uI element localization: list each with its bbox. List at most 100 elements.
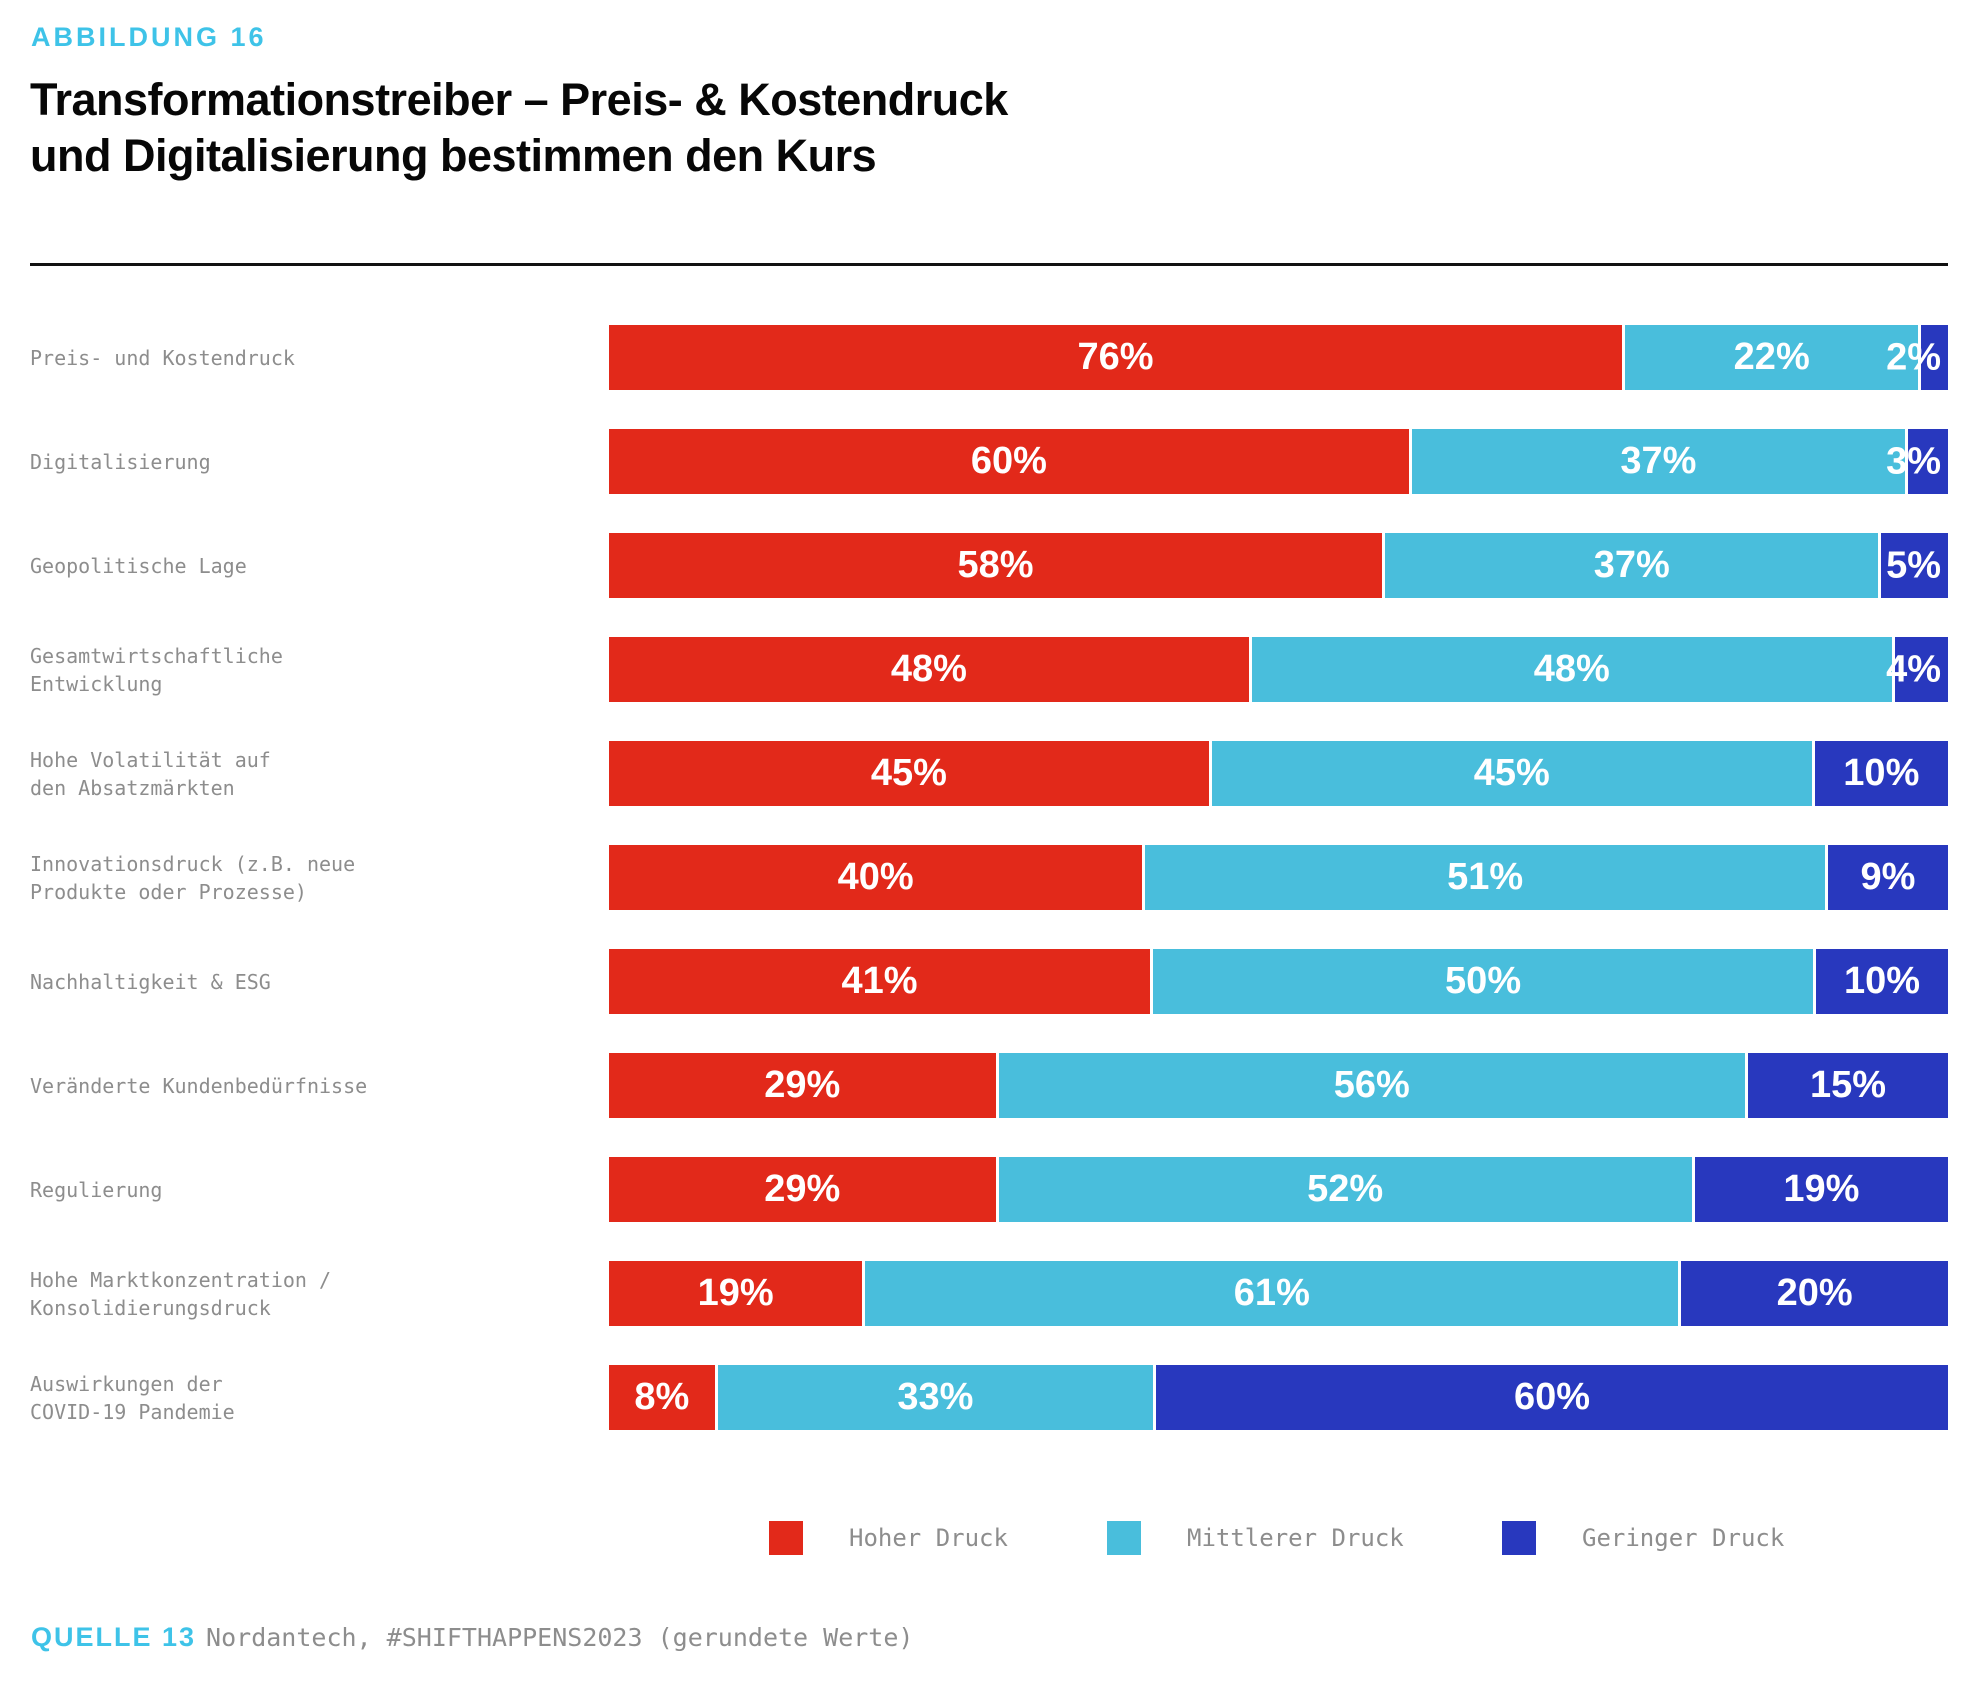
category-label: Gesamtwirtschaftliche Entwicklung (30, 643, 283, 696)
stacked-bar: 8% 33% 60% (609, 1365, 1948, 1430)
bar-segment-hoher-druck: 29% (609, 1053, 996, 1118)
value-label: 22% (1733, 336, 1810, 378)
stacked-bar: 76% 22% 2% (609, 325, 1948, 390)
bar-segment-geringer-druck: 3% (1886, 429, 1948, 494)
bar-segment-geringer-druck: 2% (1886, 325, 1948, 390)
value-label: 48% (890, 648, 967, 690)
bar-segment-mittlerer-druck: 50% (1153, 949, 1814, 1014)
figure-tag: ABBILDUNG 16 (31, 22, 267, 52)
value-label: 40% (837, 856, 914, 898)
value-label: 52% (1307, 1168, 1384, 1210)
value-label: 76% (1077, 336, 1154, 378)
chart-row: Geopolitische Lage 58% 37% 5% (30, 533, 1948, 598)
value-label: 15% (1809, 1064, 1887, 1106)
category-label: Geopolitische Lage (30, 553, 247, 578)
geringer-druck-swatch-icon (1502, 1521, 1536, 1555)
chart-row: Nachhaltigkeit & ESG 41% 50% 10% (30, 949, 1949, 1014)
stacked-bar: 41% 50% 10% (609, 949, 1949, 1014)
bar-segment-geringer-druck: 5% (1881, 533, 1948, 598)
stacked-bar: 29% 56% 15% (609, 1053, 1948, 1118)
bar-segment-geringer-druck: 20% (1681, 1261, 1948, 1326)
stacked-bar: 45% 45% 10% (609, 741, 1948, 806)
chart-row: Preis- und Kostendruck 76% 22% 2% (30, 325, 1948, 390)
category-label: Nachhaltigkeit & ESG (30, 969, 271, 994)
bar-segment-mittlerer-druck: 61% (865, 1261, 1679, 1326)
chart-row: Innovationsdruck (z.B. neue Produkte ode… (30, 845, 1948, 910)
value-label: 10% (1843, 752, 1920, 794)
stacked-bar: 19% 61% 20% (609, 1261, 1948, 1326)
bar-segment-hoher-druck: 60% (609, 429, 1409, 494)
bar-segment-mittlerer-druck: 45% (1211, 741, 1812, 806)
legend-label: Mittlerer Druck (1187, 1524, 1404, 1552)
value-label: 4% (1886, 648, 1941, 690)
bar-segment-hoher-druck: 19% (609, 1261, 863, 1326)
chart-row: Digitalisierung 60% 37% 3% (30, 429, 1948, 494)
value-label: 60% (1514, 1376, 1591, 1418)
value-label: 60% (970, 440, 1047, 482)
category-label: Innovationsdruck (z.B. neue Produkte ode… (30, 851, 356, 904)
category-label: Hohe Marktkonzentration / Konsolidierung… (30, 1267, 332, 1320)
stacked-bar: 40% 51% 9% (609, 845, 1948, 910)
divider-rule (30, 263, 1948, 266)
source-text: Nordantech, #SHIFTHAPPENS2023 (gerundete… (206, 1623, 914, 1652)
value-label: 29% (764, 1064, 841, 1106)
bar-segment-hoher-druck: 48% (609, 637, 1249, 702)
chart-row: Auswirkungen der COVID-19 Pandemie 8% 33… (30, 1365, 1948, 1430)
value-label: 58% (957, 544, 1034, 586)
value-label: 5% (1886, 544, 1941, 586)
chart-row: Regulierung 29% 52% 19% (30, 1157, 1948, 1222)
category-label: Digitalisierung (30, 449, 211, 474)
bar-segment-mittlerer-druck: 52% (998, 1157, 1692, 1222)
category-label: Regulierung (30, 1177, 163, 1202)
category-label: Veränderte Kundenbedürfnisse (30, 1073, 368, 1098)
bar-segment-hoher-druck: 29% (609, 1157, 996, 1222)
bar-segment-geringer-druck: 10% (1816, 949, 1949, 1014)
value-label: 10% (1843, 960, 1921, 1002)
chart-row: Gesamtwirtschaftliche Entwicklung 48% 48… (30, 637, 1948, 702)
value-label: 37% (1620, 440, 1697, 482)
value-label: 37% (1593, 544, 1670, 586)
value-label: 8% (634, 1376, 690, 1418)
stacked-bar: 48% 48% 4% (609, 637, 1948, 702)
hoher-druck-swatch-icon (769, 1521, 803, 1555)
bar-segment-geringer-druck: 15% (1748, 1053, 1948, 1118)
stacked-bar: 29% 52% 19% (609, 1157, 1948, 1222)
value-label: 61% (1233, 1272, 1310, 1314)
bar-segment-geringer-druck: 4% (1886, 637, 1948, 702)
value-label: 33% (897, 1376, 974, 1418)
bar-segment-mittlerer-druck: 48% (1251, 637, 1892, 702)
value-label: 48% (1533, 648, 1610, 690)
bar-segment-hoher-druck: 58% (609, 533, 1383, 598)
chart-row: Veränderte Kundenbedürfnisse 29% 56% 15% (30, 1053, 1948, 1118)
stacked-bar: 60% 37% 3% (609, 429, 1948, 494)
bar-segment-mittlerer-druck: 33% (717, 1365, 1154, 1430)
value-label: 29% (764, 1168, 841, 1210)
legend-label: Geringer Druck (1582, 1524, 1785, 1552)
legend: Hoher Druck Mittlerer Druck Geringer Dru… (0, 1521, 1988, 1561)
bar-segment-mittlerer-druck: 37% (1385, 533, 1879, 598)
bar-segment-mittlerer-druck: 56% (998, 1053, 1746, 1118)
bar-segment-mittlerer-druck: 22% (1625, 325, 1919, 390)
stacked-bar-chart: Preis- und Kostendruck 76% 22% 2% Digita… (30, 325, 1949, 1469)
legend-item-hoher-druck: Hoher Druck (769, 1521, 1008, 1555)
value-label: 19% (1783, 1168, 1860, 1210)
chart-row: Hohe Marktkonzentration / Konsolidierung… (30, 1261, 1948, 1326)
chart-row: Hohe Volatilität auf den Absatzmärkten 4… (30, 741, 1948, 806)
bar-segment-hoher-druck: 41% (609, 949, 1151, 1014)
value-label: 3% (1886, 440, 1941, 482)
value-label: 45% (870, 752, 947, 794)
value-label: 20% (1776, 1272, 1853, 1314)
source-note: QUELLE 13 Nordantech, #SHIFTHAPPENS2023 (… (31, 1622, 913, 1653)
legend-item-mittlerer-druck: Mittlerer Druck (1107, 1521, 1404, 1555)
bar-segment-geringer-druck: 10% (1814, 741, 1948, 806)
value-label: 50% (1445, 960, 1522, 1002)
legend-label: Hoher Druck (849, 1524, 1008, 1552)
value-label: 9% (1860, 856, 1916, 898)
bar-segment-hoher-druck: 76% (609, 325, 1623, 390)
category-label: Auswirkungen der COVID-19 Pandemie (30, 1371, 235, 1424)
bar-segment-geringer-druck: 9% (1828, 845, 1948, 910)
value-label: 56% (1333, 1064, 1410, 1106)
bar-segment-hoher-druck: 40% (609, 845, 1143, 910)
chart-title: Transformationstreiber – Preis- & Kosten… (30, 72, 1008, 184)
bar-segment-mittlerer-druck: 37% (1411, 429, 1905, 494)
